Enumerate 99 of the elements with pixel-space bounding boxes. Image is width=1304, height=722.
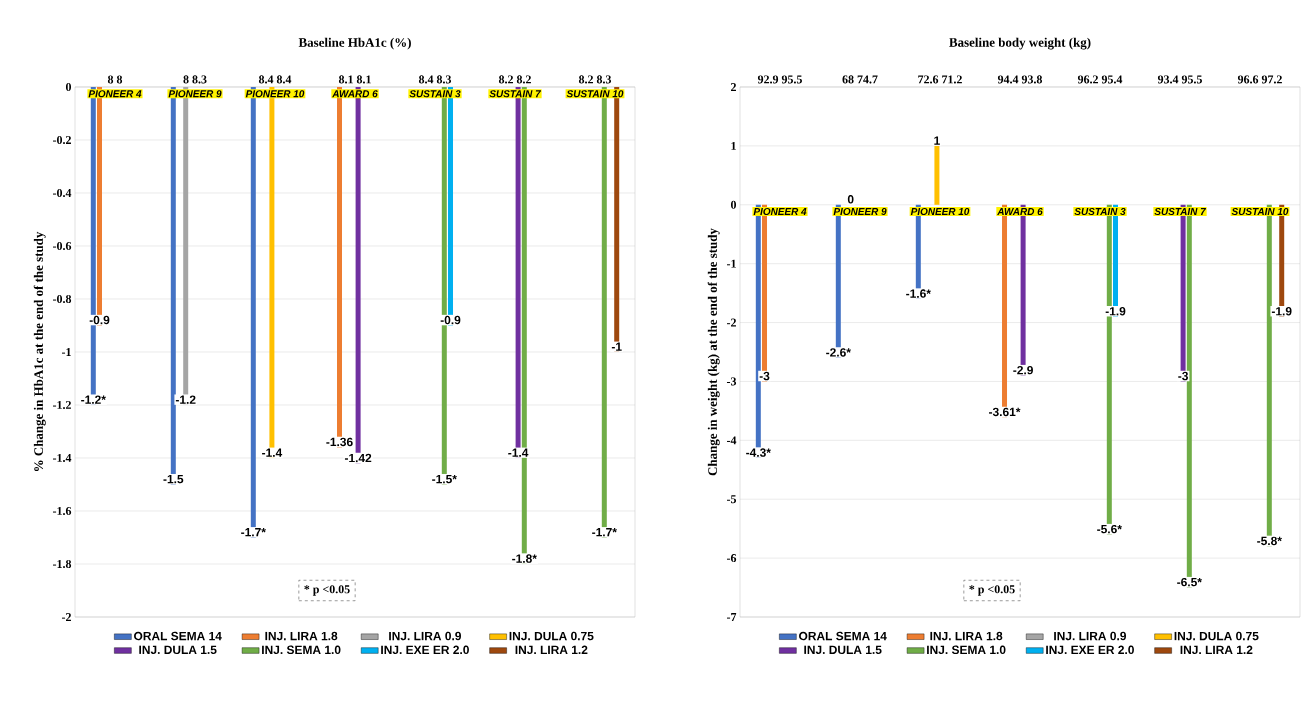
text: 93.4 95.5 <box>1157 75 1202 84</box>
x-tick-label: PIONEER 9 <box>833 207 887 216</box>
y-tick-label: -6 <box>726 554 737 563</box>
data-label: -1.2* <box>81 395 106 404</box>
data-label: -3 <box>1178 371 1188 381</box>
x-tick-label: PIONEER 10 <box>910 207 970 216</box>
data-label: -0.9 <box>89 315 110 325</box>
x-tick-label: SUSTAIN 7 <box>1154 207 1207 216</box>
text: 8 8 <box>107 75 123 84</box>
legend-label: INJ. LIRA 0.9 <box>389 631 461 641</box>
legend-label: INJ. LIRA 1.2 <box>1180 645 1253 655</box>
data-label: -1.36 <box>326 437 353 447</box>
text: 8.2 8.3 <box>578 75 612 84</box>
y-axis-title: % Change in HbA1c at the end of the study <box>33 231 46 472</box>
y-tick-label: -2 <box>726 318 736 327</box>
x-tick-label: SUSTAIN 7 <box>489 90 542 98</box>
y-tick-label: 0 <box>730 200 737 209</box>
y-tick-label: -0.6 <box>52 241 72 251</box>
text: 68 74.7 <box>842 75 878 84</box>
data-label: -5.8* <box>1257 536 1282 546</box>
x-tick-label: AWARD 6 <box>332 90 378 98</box>
y-tick-label: -1.8 <box>52 559 72 569</box>
legend-label: INJ. LIRA 1.8 <box>265 631 338 641</box>
y-tick-label: -0.8 <box>52 294 72 304</box>
data-label: -3 <box>759 371 770 381</box>
x-tick-label: PIONEER 9 <box>168 90 222 98</box>
y-tick-label: -4 <box>726 436 737 445</box>
text: 8 8.3 <box>183 75 207 84</box>
y-tick-label: -1 <box>726 259 736 268</box>
text: 96.2 95.4 <box>1077 75 1123 84</box>
x-tick-label: PIONEER 10 <box>245 90 305 98</box>
text: 94.4 93.8 <box>997 75 1043 84</box>
data-label: -2.6* <box>826 348 851 357</box>
data-label: 1 <box>934 136 940 145</box>
text: 8.2 8.2 <box>498 75 531 84</box>
x-tick-label: SUSTAIN 3 <box>1074 207 1126 216</box>
data-label: -0.9 <box>440 315 461 325</box>
y-tick-label: -5 <box>726 495 737 504</box>
annotation: * p <0.05 <box>969 585 1015 596</box>
data-label: -1.4 <box>262 448 283 457</box>
legend-label: INJ. EXE ER 2.0 <box>381 645 469 655</box>
text: 92.9 95.5 <box>757 75 802 84</box>
x-tick-label: PIONEER 4 <box>88 90 142 98</box>
y-tick-label: 2 <box>731 83 736 91</box>
y-tick-label: -2 <box>61 613 71 621</box>
data-label: -2.9 <box>1013 365 1033 375</box>
text: 8.1 8.1 <box>338 75 371 84</box>
legend-label: INJ. EXE ER 2.0 <box>1046 645 1134 655</box>
y-tick-label: 1 <box>731 141 736 150</box>
x-tick-label: SUSTAIN 10 <box>566 90 624 98</box>
data-label: -1.42 <box>344 453 372 463</box>
y-tick-label: -1.2 <box>52 400 71 410</box>
data-label: -1.5 <box>163 474 184 484</box>
legend-label: INJ. DULA 0.75 <box>509 631 594 641</box>
y-tick-label: -1.6 <box>52 506 72 516</box>
text: 72.6 71.2 <box>918 75 962 84</box>
y-tick-label: -0.4 <box>52 188 72 198</box>
data-label: -1.7* <box>592 528 617 537</box>
data-label: -1.6* <box>906 289 931 298</box>
x-tick-label: AWARD 6 <box>997 207 1043 216</box>
legend-label: ORAL SEMA 14 <box>134 631 222 641</box>
data-label: 0 <box>847 195 854 204</box>
legend-label: INJ. DULA 0.75 <box>1174 631 1259 641</box>
legend-label: INJ. LIRA 1.8 <box>930 631 1003 641</box>
data-label: -1.9 <box>1271 307 1292 316</box>
data-label: -1.5* <box>432 474 457 484</box>
legend-label: INJ. DULA 1.5 <box>139 645 217 655</box>
legend-label: ORAL SEMA 14 <box>799 631 887 641</box>
data-label: -4.3* <box>746 448 771 457</box>
y-tick-label: -7 <box>726 613 737 621</box>
chart-title: Baseline body weight (kg) <box>949 37 1091 50</box>
x-tick-label: PIONEER 4 <box>753 207 807 216</box>
legend-label: INJ. DULA 1.5 <box>804 645 882 655</box>
y-axis-title: Change in weight (kg) at the end of the study <box>707 228 720 476</box>
y-tick-label: -1.4 <box>52 453 72 463</box>
text: 8.4 8.4 <box>258 75 292 84</box>
legend-label: INJ. SEMA 1.0 <box>262 645 341 655</box>
legend-label: INJ. LIRA 0.9 <box>1054 631 1127 641</box>
annotation: * p <0.05 <box>304 585 350 596</box>
legend-label: INJ. SEMA 1.0 <box>927 645 1006 655</box>
data-label: -1.4 <box>508 448 529 457</box>
y-tick-label: -3 <box>726 377 737 386</box>
data-label: -1.8* <box>512 554 537 563</box>
y-tick-label: -0.2 <box>52 135 71 145</box>
legend-label: INJ. LIRA 1.2 <box>515 645 588 655</box>
text: 8.4 8.3 <box>418 75 452 84</box>
chart-title: Baseline HbA1c (%) <box>298 37 411 50</box>
data-label: -1.2 <box>175 395 196 404</box>
data-label: -5.6* <box>1097 524 1122 534</box>
data-label: -1.7* <box>241 528 266 537</box>
y-tick-label: -1 <box>61 348 71 356</box>
text: 96.6 97.2 <box>1237 75 1282 84</box>
data-label: -3.61* <box>989 407 1021 417</box>
data-label: -6.5* <box>1177 577 1202 587</box>
data-label: -1.9 <box>1105 307 1126 316</box>
data-label: -1 <box>611 342 622 351</box>
x-tick-label: SUSTAIN 3 <box>409 90 461 98</box>
x-tick-label: SUSTAIN 10 <box>1231 207 1289 216</box>
y-tick-label: 0 <box>65 82 72 92</box>
